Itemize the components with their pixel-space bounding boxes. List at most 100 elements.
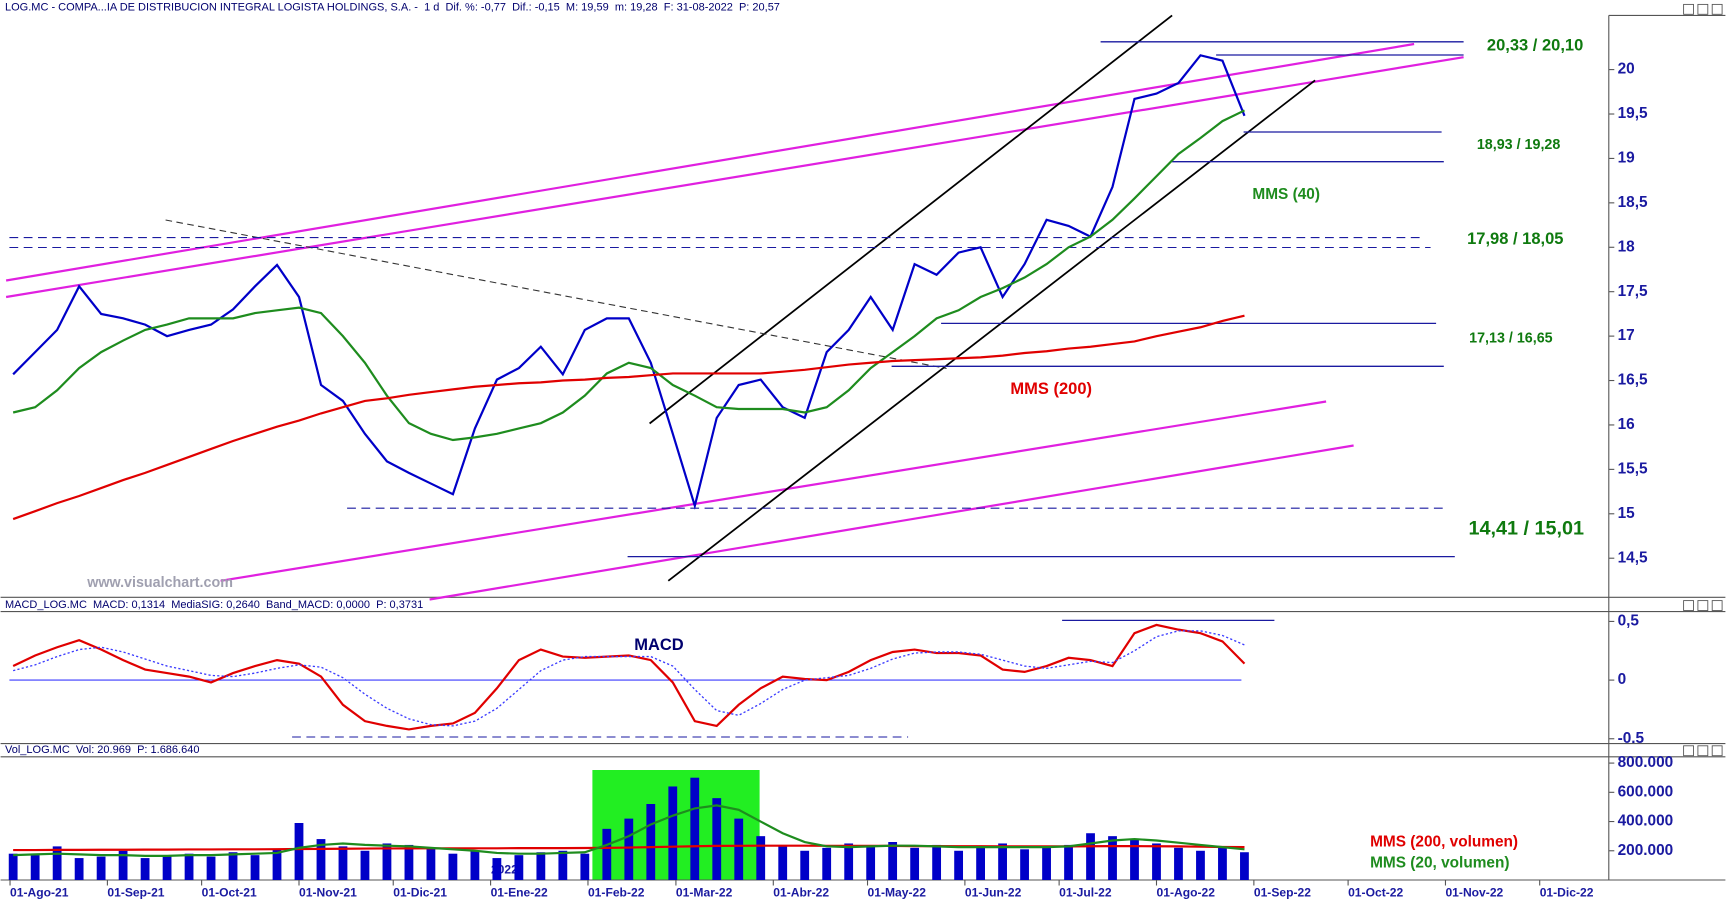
- volume-bar: [602, 828, 612, 880]
- volume-bar: [316, 839, 326, 880]
- y-tick-label: 0: [1618, 671, 1627, 688]
- volume-bar: [250, 855, 260, 880]
- volume-bar: [492, 858, 502, 880]
- panel-title: MACD_LOG.MC MACD: 0,1314 MediaSIG: 0,264…: [5, 599, 423, 611]
- volume-bar: [448, 853, 458, 880]
- series-label: MMS (20, volumen): [1370, 855, 1509, 872]
- y-tick-label: -0.5: [1618, 730, 1645, 747]
- volume-bar: [382, 843, 392, 880]
- frames: [0, 14, 1726, 881]
- volume-bar: [998, 843, 1007, 880]
- volume-bar: [734, 818, 744, 880]
- x-tick-label: 01-Ene-22: [491, 885, 548, 899]
- volume-bar: [712, 798, 722, 880]
- x-tick-label: 01-Ago-22: [1156, 885, 1215, 899]
- series-line: [12, 314, 1245, 521]
- x-tick-label: 01-Oct-21: [202, 885, 257, 899]
- y-tick-label: 200.000: [1618, 842, 1674, 859]
- volume-bar: [910, 847, 920, 880]
- annotation: 18,93 / 19,28: [1477, 137, 1561, 153]
- y-tick-label: 800.000: [1618, 754, 1674, 771]
- annotation: 17,13 / 16,65: [1469, 331, 1553, 347]
- volume-bar: [624, 818, 634, 880]
- volume-bar: [1086, 833, 1095, 880]
- volume-bar: [162, 855, 172, 880]
- volume-bar: [1108, 836, 1117, 880]
- volume-bar: [954, 850, 964, 880]
- volume-bar: [1218, 846, 1227, 880]
- volume-bar: [360, 850, 370, 880]
- y-tick-label: 15: [1618, 505, 1636, 522]
- x-tick-label: 01-Nov-22: [1445, 885, 1503, 899]
- x-tick-label: 01-Abr-22: [773, 885, 829, 899]
- annotation: 14,41 / 15,01: [1469, 517, 1585, 539]
- y-tick-label: 19,5: [1618, 105, 1648, 122]
- x-tick-label: 01-Dic-22: [1540, 885, 1594, 899]
- volume-bar: [1174, 847, 1183, 880]
- series-line: [12, 630, 1245, 727]
- panel-title: Vol_LOG.MC Vol: 20.969 P: 1.686.640: [5, 744, 199, 756]
- y-tick-label: 17: [1618, 327, 1635, 344]
- y-tick-label: 600.000: [1618, 783, 1674, 800]
- volume-bar: [1240, 852, 1249, 880]
- series-label: MACD: [634, 636, 684, 654]
- volume-bar: [690, 777, 700, 880]
- volume-bar: [932, 844, 942, 880]
- volume-bar: [976, 847, 985, 880]
- volume-bar: [1152, 843, 1161, 880]
- volume-bar: [140, 858, 150, 880]
- y-tick-label: 19: [1618, 149, 1635, 166]
- y-tick-label: 0,5: [1618, 612, 1640, 629]
- series-line: [13, 804, 1245, 858]
- x-tick-label: 01-Oct-22: [1348, 885, 1403, 899]
- volume-bar: [756, 836, 766, 880]
- y-tick-label: 14,5: [1618, 549, 1648, 566]
- series-label: MMS (200, volumen): [1370, 834, 1518, 851]
- volume-bar: [8, 853, 18, 880]
- x-tick-label: 01-Sep-22: [1254, 885, 1311, 899]
- x-tick-label: 01-Sep-21: [107, 885, 164, 899]
- volume-bar: [1130, 839, 1139, 880]
- y-tick-label: 16: [1618, 416, 1635, 433]
- chart-title: LOG.MC - COMPA...IA DE DISTRIBUCION INTE…: [5, 2, 780, 14]
- y-tick-label: 400.000: [1618, 813, 1674, 830]
- volume-bar: [294, 823, 304, 880]
- x-tick-label: 01-Mar-22: [676, 885, 733, 899]
- volume-bar: [426, 847, 436, 880]
- volume-bar: [338, 846, 348, 880]
- volume-bar: [52, 846, 62, 880]
- x-tick-label: 01-Dic-21: [393, 885, 447, 899]
- volume-bar: [74, 858, 84, 880]
- window-buttons: [1683, 3, 1723, 757]
- annotation: 20,33 / 20,10: [1487, 37, 1583, 55]
- y-tick-label: 17,5: [1618, 283, 1648, 300]
- volume-bar: [404, 844, 414, 880]
- y-tick-label: 18,5: [1618, 194, 1648, 211]
- volume-bar: [888, 842, 898, 880]
- x-tick-label: 01-Ago-21: [10, 885, 69, 899]
- volume-bar: [184, 853, 194, 880]
- volume-bar: [844, 843, 854, 880]
- volume-bar: [1042, 846, 1051, 880]
- x-tick-label: 01-Nov-21: [299, 885, 357, 899]
- volume-bar: [580, 853, 590, 880]
- series-line: [12, 54, 1246, 510]
- x-tick-label: 01-Feb-22: [588, 885, 645, 899]
- volume-bar: [646, 804, 656, 880]
- annotation: 17,98 / 18,05: [1467, 230, 1563, 248]
- y-tick-label: 16,5: [1618, 372, 1648, 389]
- volume-bar: [96, 856, 106, 880]
- watermark: www.visualchart.com: [86, 575, 233, 591]
- volume-bar: [668, 786, 678, 880]
- series-line: [12, 109, 1245, 442]
- x-tick-label: 01-May-22: [868, 885, 927, 899]
- volume-bar: [800, 850, 810, 880]
- volume-bar: [778, 846, 788, 880]
- volume-bar: [514, 855, 524, 880]
- volume-bar: [30, 855, 40, 880]
- volume-bar: [866, 846, 876, 880]
- y-tick-label: 20: [1618, 61, 1635, 78]
- y-tick-label: 15,5: [1618, 460, 1648, 477]
